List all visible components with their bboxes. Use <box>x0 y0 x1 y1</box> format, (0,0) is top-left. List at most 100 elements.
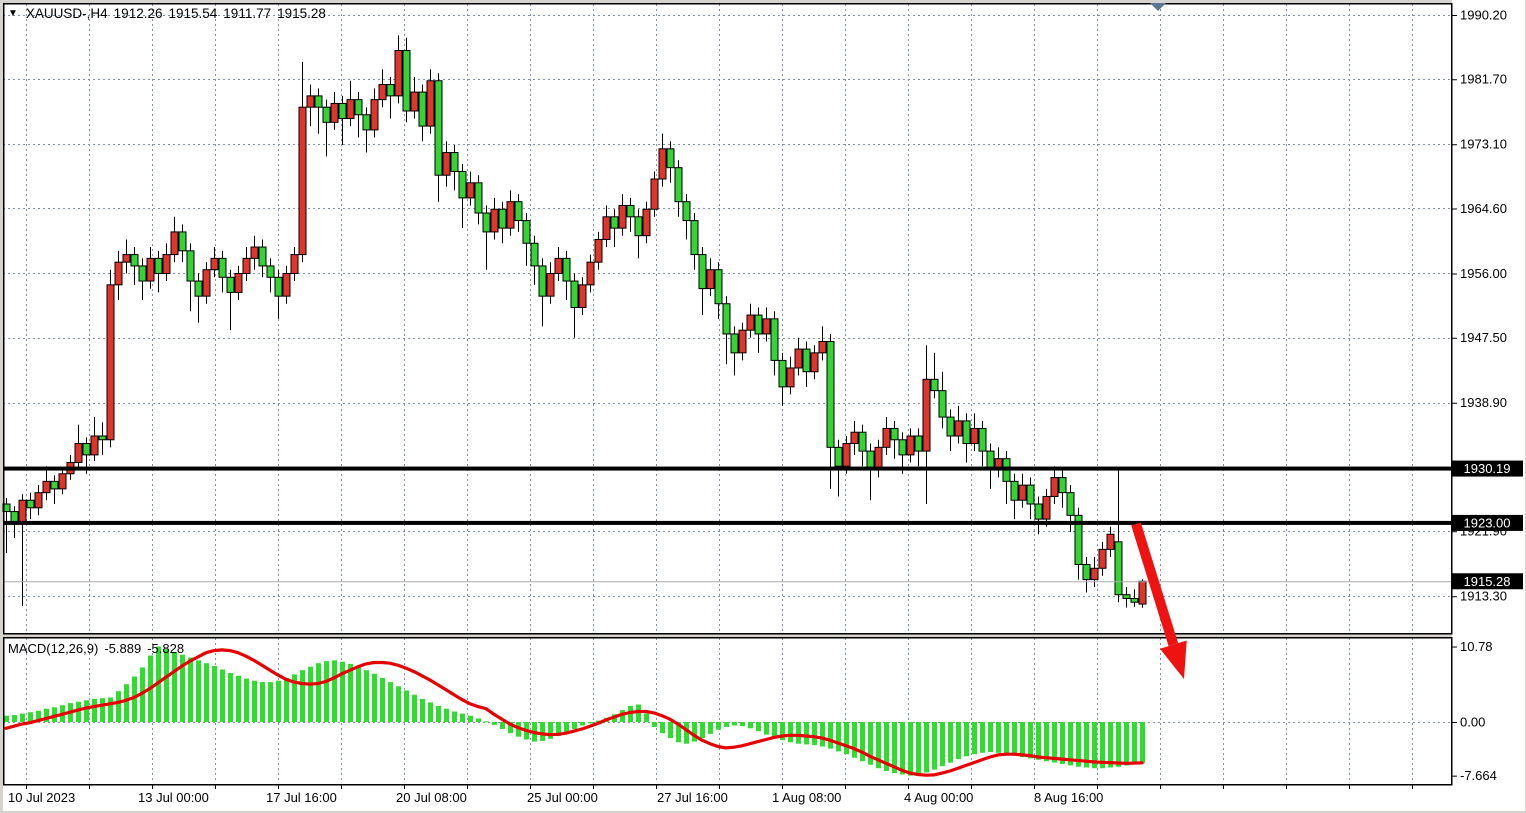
bear-candle <box>530 242 539 267</box>
bear-candle <box>98 435 107 441</box>
macd-bar <box>100 698 105 722</box>
bear-candle <box>634 216 643 237</box>
macd-bar <box>660 722 665 734</box>
bull-candle <box>602 216 611 240</box>
bear-candle <box>914 435 923 452</box>
bear-candle <box>82 443 91 456</box>
macd-bar <box>836 722 841 752</box>
macd-name: MACD(12,26,9) <box>8 641 99 656</box>
bear-candle <box>1026 484 1035 505</box>
bear-candle <box>274 276 283 297</box>
bull-candle <box>1138 580 1147 605</box>
bear-candle <box>898 439 907 456</box>
bear-candle <box>50 480 59 490</box>
bull-candle <box>146 257 155 282</box>
macd-bar <box>724 722 729 727</box>
time-axis-label: 25 Jul 00:00 <box>527 790 598 805</box>
bull-candle <box>506 201 515 229</box>
bull-candle <box>706 269 715 290</box>
macd-bar <box>124 684 129 722</box>
macd-bar <box>692 722 697 742</box>
macd-bar <box>716 722 721 730</box>
macd-bar <box>708 722 713 734</box>
macd-bar <box>260 682 265 722</box>
price-axis-label: 1981.70 <box>1460 72 1507 87</box>
macd-bar <box>796 722 801 744</box>
macd-bar <box>428 702 433 722</box>
macd-bar <box>668 722 673 739</box>
bear-candle <box>666 148 675 169</box>
bear-candle <box>802 348 811 373</box>
bull-candle <box>242 257 251 274</box>
ohlc-close: 1915.28 <box>277 6 326 21</box>
bull-candle <box>762 318 771 335</box>
macd-bar <box>732 722 737 726</box>
bull-candle <box>394 50 403 97</box>
macd-bar <box>284 677 289 722</box>
macd-bar <box>492 722 497 725</box>
macd-bar <box>196 660 201 722</box>
bull-candle <box>234 272 243 293</box>
bull-candle <box>658 148 667 180</box>
time-axis-label: 20 Jul 08:00 <box>396 790 467 805</box>
bear-candle <box>386 84 395 97</box>
macd-bar <box>932 722 937 770</box>
bear-candle <box>354 99 363 116</box>
time-axis-label: 13 Jul 00:00 <box>138 790 209 805</box>
macd-histogram <box>4 646 1145 776</box>
macd-bar <box>684 722 689 744</box>
bear-candle <box>722 303 731 335</box>
macd-bar <box>508 722 513 734</box>
macd-bar <box>500 722 505 729</box>
macd-bar <box>228 673 233 722</box>
bear-candle <box>458 170 467 199</box>
macd-signal-line <box>4 648 1144 777</box>
macd-bar <box>460 713 465 722</box>
bear-candle <box>962 420 971 445</box>
macd-bar <box>1132 722 1137 765</box>
macd-bar <box>956 722 961 760</box>
macd-bar <box>636 704 641 722</box>
price-axis: 1990.20 1981.70 1973.10 1964.60 1956.00 1947.… <box>1451 8 1523 783</box>
bear-candle <box>1034 503 1043 520</box>
bear-candle <box>714 269 723 305</box>
price-tag <box>1452 514 1523 531</box>
macd-bar <box>988 722 993 753</box>
macd-bar <box>388 682 393 722</box>
bear-candle <box>1122 594 1131 599</box>
macd-bar <box>436 705 441 722</box>
macd-bar <box>972 722 977 755</box>
shift-marker[interactable] <box>1150 3 1166 11</box>
symbol-period-label: XAUUSD-,H4 <box>25 6 108 21</box>
macd-bar <box>204 663 209 722</box>
price-tag <box>1452 573 1523 590</box>
horizontal-lines[interactable] <box>3 466 1451 525</box>
bull-candle <box>1050 477 1059 497</box>
trend-arrow-annotation[interactable] <box>1131 522 1187 679</box>
bull-candle <box>170 231 179 256</box>
macd-bar <box>236 675 241 722</box>
macd-bar <box>380 677 385 722</box>
macd-bar <box>4 715 9 722</box>
macd-bar <box>300 670 305 722</box>
symbol-dropdown-icon[interactable]: ▼ <box>8 8 18 19</box>
bull-candle <box>290 254 299 274</box>
macd-bar <box>412 694 417 722</box>
macd-bar <box>484 721 489 723</box>
macd-bar <box>1076 722 1081 767</box>
support-resistance-line[interactable] <box>3 466 1451 471</box>
support-resistance-line[interactable] <box>3 520 1451 525</box>
macd-bar <box>852 722 857 758</box>
bull-candle <box>794 348 803 369</box>
macd-bar <box>1124 722 1129 766</box>
bull-candle <box>370 99 379 131</box>
time-axis-label: 27 Jul 16:00 <box>657 790 728 805</box>
macd-bar <box>564 722 569 733</box>
price-axis-label: 1964.60 <box>1460 201 1507 216</box>
bear-candle <box>26 499 35 509</box>
macd-bar <box>676 722 681 743</box>
bull-candle <box>882 427 891 448</box>
bear-candle <box>154 257 163 274</box>
bull-candle <box>490 208 499 233</box>
